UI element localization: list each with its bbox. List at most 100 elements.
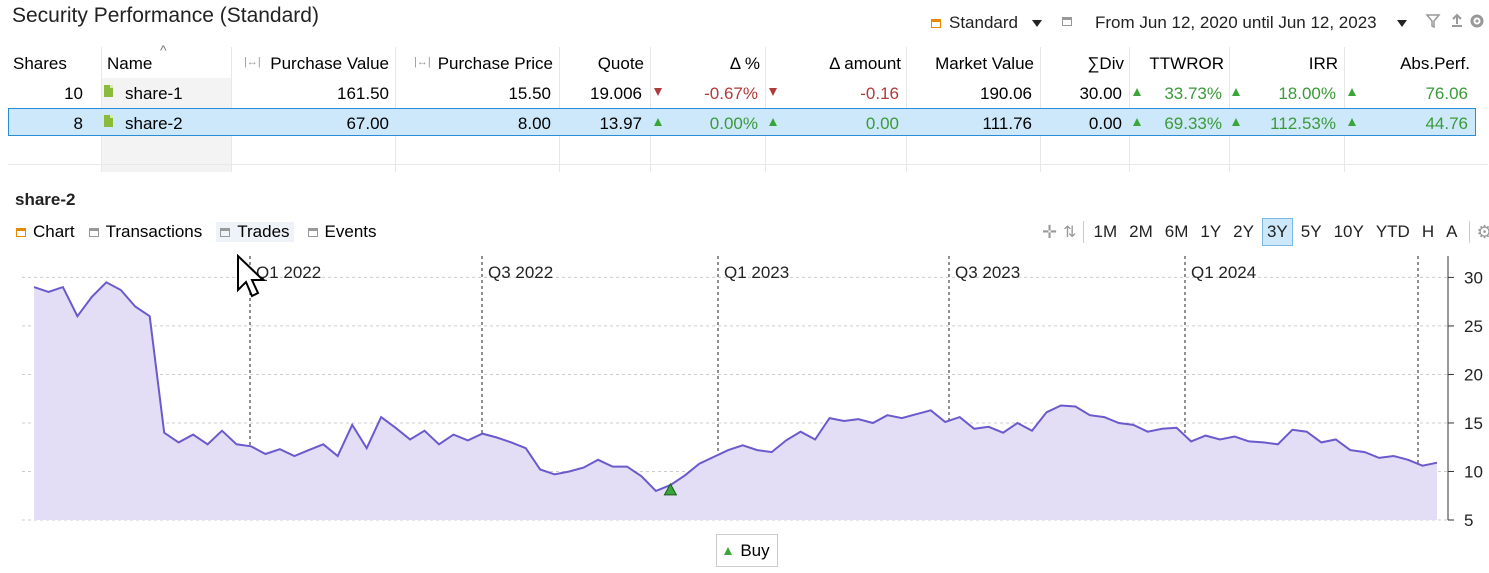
y-tick-label: 5: [1464, 511, 1473, 530]
crosshair-icon[interactable]: ✛: [1042, 221, 1058, 242]
cell-irr: 18.00%: [1278, 84, 1336, 103]
range-2y[interactable]: 2Y: [1233, 222, 1254, 241]
chevron-down-icon[interactable]: [1396, 19, 1407, 27]
y-tick-label: 25: [1464, 317, 1483, 336]
cell-purchase-value: 161.50: [337, 84, 389, 103]
trend-up-icon: [1232, 88, 1240, 96]
price-chart[interactable]: 5 10 15 20 25 30 Q1 2022 Q3 2022 Q1 2023 Q3 2023 Q…: [0, 250, 1489, 532]
y-tick-label: 30: [1464, 268, 1483, 287]
security-file-icon: [104, 115, 113, 127]
export-icon[interactable]: [1452, 13, 1462, 27]
col-delta-amount[interactable]: Δ amount: [829, 54, 901, 73]
buy-marker: [663, 482, 678, 496]
cell-delta-pct: -0.67%: [704, 84, 758, 103]
range-h[interactable]: H: [1421, 222, 1435, 241]
scaling-icon[interactable]: ⇅: [1063, 224, 1077, 241]
toolbar-divider: [1082, 221, 1084, 243]
events-tab-icon: [307, 227, 318, 237]
col-irr[interactable]: IRR: [1308, 54, 1338, 73]
range-10y[interactable]: 10Y: [1333, 222, 1364, 241]
period-label: From Jun 12, 2020 until Jun 12, 2023: [1095, 13, 1377, 32]
col-delta-pct[interactable]: Δ %: [729, 54, 760, 73]
detail-tabs: Chart Transactions Trades Events: [16, 222, 391, 242]
trend-down-icon: [654, 88, 662, 96]
cell-abs-perf: 44.76: [1425, 114, 1468, 133]
sort-asc-icon: ^: [160, 42, 167, 58]
table-header: Shares Name ^ |↔| Purchase Value |↔| Pur…: [0, 42, 1489, 78]
range-1m[interactable]: 1M: [1093, 222, 1118, 241]
cell-abs-perf: 76.06: [1425, 84, 1468, 103]
view-selector[interactable]: Standard: [931, 13, 1042, 33]
trend-up-icon: [769, 118, 777, 126]
tab-label: Trades: [237, 222, 290, 241]
range-2m[interactable]: 2M: [1129, 222, 1153, 241]
y-tick-label: 10: [1464, 462, 1483, 481]
range-toolbar: ✛ ⇅ 1M 2M 6M 1Y 2Y 3Y 5Y 10Y YTD H A ⚙: [1042, 218, 1489, 246]
tab-label: Chart: [33, 222, 75, 241]
trend-up-icon: [1348, 118, 1356, 126]
mouse-cursor-icon: [237, 254, 266, 298]
col-shares[interactable]: Shares: [13, 54, 67, 73]
cell-name: share-2: [125, 114, 183, 133]
chevron-down-icon[interactable]: [1032, 19, 1042, 27]
filter-icon[interactable]: [1425, 14, 1441, 29]
view-label: Standard: [949, 13, 1018, 32]
range-3y[interactable]: 3Y: [1261, 218, 1293, 246]
range-6m[interactable]: 6M: [1164, 222, 1189, 241]
toolbar-divider: [1469, 221, 1471, 243]
col-purchase-price[interactable]: Purchase Price: [437, 54, 553, 73]
cell-market-value: 190.06: [980, 84, 1032, 103]
security-file-icon: [104, 85, 113, 97]
cell-dividends: 30.00: [1079, 84, 1122, 103]
trend-up-icon: [1232, 118, 1240, 126]
tab-events[interactable]: Events: [307, 222, 377, 242]
chart-legend: Buy: [716, 534, 778, 567]
cell-purchase-price: 8.00: [517, 114, 551, 133]
col-abs-perf[interactable]: Abs.Perf.: [1400, 54, 1470, 73]
trend-up-icon: [1133, 118, 1141, 126]
col-market-value[interactable]: Market Value: [935, 54, 1034, 73]
col-dividends[interactable]: ∑Div: [1087, 54, 1124, 73]
calendar-icon[interactable]: [1062, 17, 1072, 26]
view-icon: [931, 18, 941, 28]
trend-up-icon: [1348, 88, 1356, 96]
cell-purchase-price: 15.50: [508, 84, 551, 103]
range-5y[interactable]: 5Y: [1300, 222, 1322, 241]
period-selector[interactable]: From Jun 12, 2020 until Jun 12, 2023: [1095, 13, 1407, 33]
tab-transactions[interactable]: Transactions: [88, 222, 202, 242]
range-1y[interactable]: 1Y: [1200, 222, 1222, 241]
y-tick-label: 20: [1464, 365, 1483, 384]
table-row-selected[interactable]: 8 share-2 67.00 8.00 13.97 0.00% 0.00 11…: [8, 108, 1476, 136]
cell-delta-amount: 0.00: [865, 114, 899, 133]
security-detail-title: share-2: [15, 190, 76, 209]
gear-icon[interactable]: [1470, 14, 1484, 28]
trades-tab-icon: [220, 227, 231, 237]
x-tick-label: Q1 2024: [1191, 263, 1256, 282]
col-quote[interactable]: Quote: [597, 54, 644, 73]
cell-market-value: 111.76: [982, 114, 1032, 133]
cell-delta-pct: 0.00%: [709, 114, 758, 133]
col-purchase-value[interactable]: Purchase Value: [270, 54, 389, 73]
x-tick-label: Q3 2022: [488, 263, 553, 282]
cell-shares: 10: [64, 84, 83, 103]
table-row[interactable]: 10 share-1 161.50 15.50 19.006 -0.67% -0…: [8, 79, 1476, 107]
cell-ttwror: 69.33%: [1164, 114, 1222, 133]
price-line: [33, 281, 1438, 493]
chart-settings-gear-icon[interactable]: ⚙: [1476, 221, 1489, 242]
x-tick-label: Q3 2023: [955, 263, 1020, 282]
cell-ttwror: 33.73%: [1164, 84, 1222, 103]
range-ytd[interactable]: YTD: [1375, 222, 1410, 241]
cell-dividends: 0.00: [1088, 114, 1122, 133]
x-tick-label: Q1 2023: [724, 263, 789, 282]
tab-trades[interactable]: Trades: [216, 222, 294, 242]
tab-chart[interactable]: Chart: [16, 222, 75, 242]
col-name[interactable]: Name: [107, 54, 153, 73]
cell-quote: 13.97: [599, 114, 642, 133]
cell-name: share-1: [125, 84, 183, 103]
legend-buy-label: Buy: [740, 540, 770, 560]
cell-purchase-value: 67.00: [346, 114, 389, 133]
col-ttwror[interactable]: TTWROR: [1149, 54, 1224, 73]
range-a[interactable]: A: [1446, 222, 1458, 241]
trend-up-icon: [654, 118, 662, 126]
y-tick-label: 15: [1464, 414, 1483, 433]
